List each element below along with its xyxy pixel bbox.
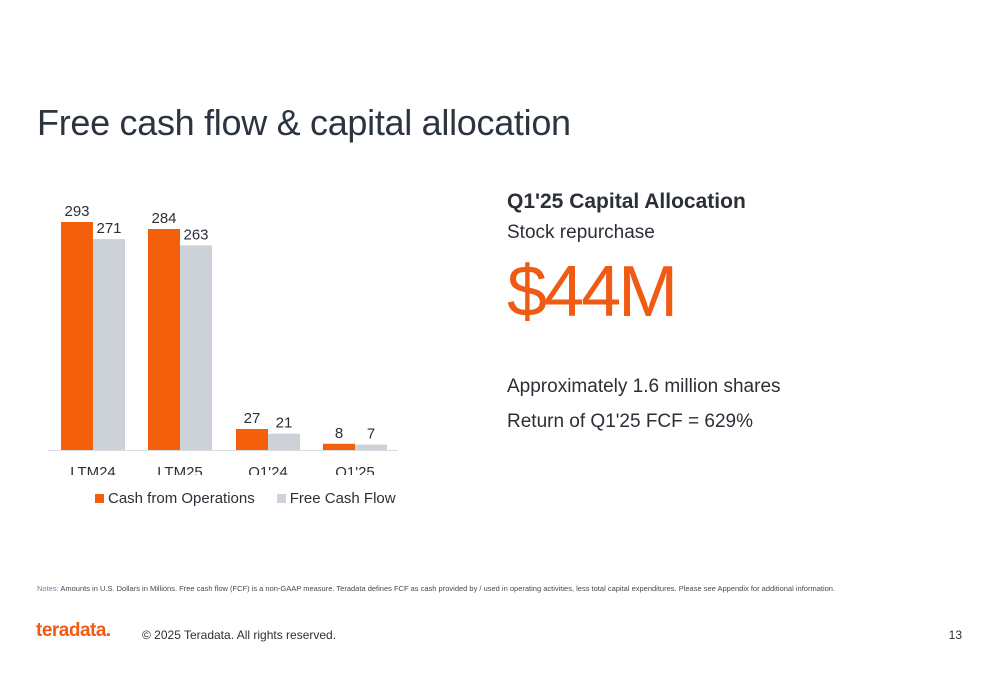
- legend-swatch-free-cash-flow: [276, 494, 286, 503]
- legend-item-free-cash-flow: Free Cash Flow: [276, 490, 396, 507]
- shares-text: Approximately 1.6 million shares: [507, 376, 781, 397]
- capital-allocation-panel: Q1'25 Capital Allocation Stock repurchas…: [507, 190, 781, 433]
- data-label-cash-from-operations-ltm24: 293: [64, 203, 89, 220]
- legend-label-free-cash-flow: Free Cash Flow: [289, 490, 396, 507]
- data-label-free-cash-flow-q1-25: 7: [367, 426, 375, 443]
- bar-free-cash-flow-ltm25: [180, 245, 212, 450]
- bar-cash-from-operations-q1-25: [323, 443, 355, 450]
- x-tick-label-ltm25: LTM25: [157, 464, 203, 475]
- data-label-cash-from-operations-q1-24: 27: [244, 410, 261, 427]
- data-label-cash-from-operations-q1-25: 8: [335, 425, 343, 442]
- bar-chart: 293 271 LTM24 284 263 LTM25 27 21 Q1'24 8 7 Q1'25: [48, 203, 398, 475]
- teradata-logo: teradata.: [36, 620, 111, 641]
- bar-free-cash-flow-q1-25: [355, 444, 387, 450]
- page-number: 13: [948, 628, 962, 642]
- bar-free-cash-flow-ltm24: [93, 239, 125, 450]
- legend-label-cash-from-operations: Cash from Operations: [108, 490, 255, 507]
- legend-swatch-cash-from-operations: [95, 494, 104, 503]
- legend-item-cash-from-operations: Cash from Operations: [95, 490, 255, 507]
- data-label-cash-from-operations-ltm25: 284: [151, 210, 176, 227]
- repurchase-amount: $44M: [507, 252, 678, 332]
- x-tick-label-q1-25: Q1'25: [335, 464, 375, 475]
- x-tick-label-ltm24: LTM24: [70, 464, 116, 475]
- chart-legend: Cash from Operations Free Cash Flow: [95, 490, 396, 507]
- data-label-free-cash-flow-q1-24: 21: [276, 415, 293, 432]
- bar-cash-from-operations-q1-24: [236, 428, 268, 450]
- data-label-free-cash-flow-ltm24: 271: [96, 220, 121, 237]
- footnote-label: Notes:: [37, 584, 59, 593]
- fcf-return-text: Return of Q1'25 FCF = 629%: [507, 411, 753, 432]
- bar-cash-from-operations-ltm25: [148, 229, 180, 450]
- data-label-free-cash-flow-ltm25: 263: [183, 226, 208, 243]
- x-tick-label-q1-24: Q1'24: [248, 464, 288, 475]
- bar-free-cash-flow-q1-24: [268, 433, 300, 450]
- footnote: Notes: Amounts in U.S. Dollars in Millio…: [37, 584, 835, 593]
- panel-subheading: Stock repurchase: [507, 222, 655, 243]
- copyright: © 2025 Teradata. All rights reserved.: [142, 628, 337, 642]
- bar-cash-from-operations-ltm24: [61, 222, 93, 450]
- panel-heading: Q1'25 Capital Allocation: [507, 190, 746, 213]
- slide-title: Free cash flow & capital allocation: [37, 102, 571, 143]
- footnote-text: Amounts in U.S. Dollars in Millions. Fre…: [60, 584, 836, 593]
